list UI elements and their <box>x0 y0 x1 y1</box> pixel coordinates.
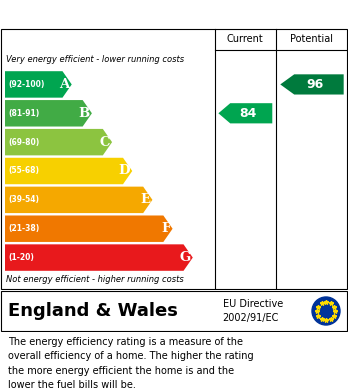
Text: D: D <box>119 165 130 178</box>
Text: (81-91): (81-91) <box>8 109 39 118</box>
Polygon shape <box>219 103 272 124</box>
Text: (1-20): (1-20) <box>8 253 34 262</box>
Polygon shape <box>5 129 112 155</box>
Polygon shape <box>5 100 92 127</box>
Polygon shape <box>5 215 173 242</box>
Text: G: G <box>180 251 191 264</box>
Text: (55-68): (55-68) <box>8 167 39 176</box>
Text: The energy efficiency rating is a measure of the
overall efficiency of a home. T: The energy efficiency rating is a measur… <box>8 337 254 390</box>
Polygon shape <box>5 158 132 184</box>
Text: 84: 84 <box>239 107 257 120</box>
Text: C: C <box>100 136 110 149</box>
Text: Potential: Potential <box>291 34 333 44</box>
Polygon shape <box>280 74 344 95</box>
Text: (39-54): (39-54) <box>8 196 39 204</box>
Text: (21-38): (21-38) <box>8 224 39 233</box>
Polygon shape <box>5 71 72 98</box>
Text: Energy Efficiency Rating: Energy Efficiency Rating <box>9 7 211 22</box>
Text: A: A <box>60 78 70 91</box>
Text: B: B <box>79 107 90 120</box>
Text: (69-80): (69-80) <box>8 138 39 147</box>
Circle shape <box>312 297 340 325</box>
Polygon shape <box>5 187 152 213</box>
Text: Not energy efficient - higher running costs: Not energy efficient - higher running co… <box>6 276 184 285</box>
Text: 96: 96 <box>307 78 324 91</box>
Text: F: F <box>161 222 171 235</box>
Polygon shape <box>5 244 193 271</box>
Text: Very energy efficient - lower running costs: Very energy efficient - lower running co… <box>6 56 184 65</box>
Text: EU Directive
2002/91/EC: EU Directive 2002/91/EC <box>223 300 283 323</box>
Text: England & Wales: England & Wales <box>8 302 178 320</box>
Text: (92-100): (92-100) <box>8 80 45 89</box>
Text: E: E <box>140 194 150 206</box>
Text: Current: Current <box>227 34 264 44</box>
